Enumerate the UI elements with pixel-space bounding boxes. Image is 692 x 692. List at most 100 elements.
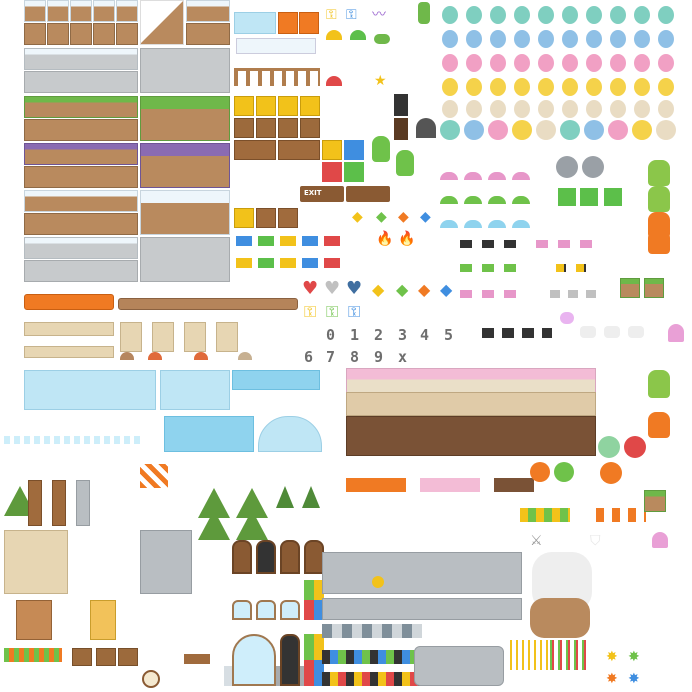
tile-snow-dirt bbox=[24, 0, 46, 22]
lock-block-blue[interactable] bbox=[344, 140, 364, 160]
tile-stone bbox=[24, 260, 138, 282]
alien-blue bbox=[634, 30, 650, 48]
crate[interactable] bbox=[256, 118, 276, 138]
tile-grass-slope bbox=[140, 96, 230, 141]
lock-block-red[interactable] bbox=[322, 162, 342, 182]
alien-pink bbox=[538, 54, 554, 72]
alien-blue bbox=[586, 30, 602, 48]
cactus-icon bbox=[418, 2, 430, 24]
door-wood[interactable] bbox=[304, 540, 324, 574]
alien-blue bbox=[514, 30, 530, 48]
fence bbox=[234, 68, 320, 86]
ghost-block bbox=[604, 326, 620, 338]
tile-snow-dirt bbox=[24, 190, 138, 212]
alien-beige bbox=[490, 100, 506, 118]
pillar-sand bbox=[120, 322, 142, 352]
snow-cloud bbox=[236, 38, 316, 54]
lock-block-yellow[interactable] bbox=[234, 96, 254, 116]
tree-icon bbox=[198, 510, 230, 540]
door-wood[interactable] bbox=[394, 118, 408, 140]
flag-icon bbox=[258, 236, 274, 246]
flag-icon bbox=[236, 258, 252, 268]
face-yellow bbox=[512, 120, 532, 140]
gem-icon: ◆ bbox=[420, 209, 431, 225]
lock-block-yellow[interactable] bbox=[256, 96, 276, 116]
lock-block-yellow[interactable] bbox=[300, 96, 320, 116]
metal-panel bbox=[322, 552, 522, 594]
wood-door-frame bbox=[16, 600, 52, 640]
button-red[interactable] bbox=[326, 76, 342, 86]
crate[interactable] bbox=[300, 118, 320, 138]
crate[interactable] bbox=[234, 118, 254, 138]
window bbox=[256, 600, 276, 620]
tile-snow-dirt bbox=[70, 0, 92, 22]
ghost-block bbox=[628, 326, 644, 338]
stained-glass-window bbox=[304, 634, 324, 686]
alien-pink bbox=[562, 54, 578, 72]
door-wood[interactable] bbox=[280, 540, 300, 574]
gem-icon: ◆ bbox=[376, 209, 387, 225]
alien-yellow bbox=[442, 78, 458, 96]
block-grass-face bbox=[644, 278, 664, 298]
alien-yellow bbox=[634, 78, 650, 96]
mushroom-icon bbox=[238, 352, 252, 360]
tile-chocolate bbox=[346, 416, 596, 456]
flower-strip bbox=[4, 648, 62, 662]
bush bbox=[374, 34, 390, 44]
crate[interactable] bbox=[118, 648, 138, 666]
cake-slice bbox=[346, 478, 406, 492]
candy-row bbox=[520, 508, 570, 522]
crate[interactable] bbox=[96, 648, 116, 666]
rope-lines bbox=[550, 640, 590, 670]
gem-icon: ◆ bbox=[440, 280, 453, 299]
character-orange bbox=[648, 412, 670, 438]
dirt-cloud bbox=[530, 598, 590, 638]
window bbox=[280, 600, 300, 620]
tile-ice bbox=[234, 12, 276, 34]
exit-sign-icon: EXIT bbox=[300, 186, 344, 202]
crate[interactable] bbox=[278, 140, 320, 160]
digit-glyph: 2 bbox=[374, 326, 384, 344]
door-dark[interactable] bbox=[394, 94, 408, 116]
alien-beige bbox=[562, 100, 578, 118]
alien-blue bbox=[562, 30, 578, 48]
alien-yellow bbox=[538, 78, 554, 96]
digit-glyph: 7 bbox=[326, 348, 336, 366]
slime-pink bbox=[464, 172, 482, 180]
pillar-sand bbox=[152, 322, 174, 352]
lock-block-green[interactable] bbox=[344, 162, 364, 182]
alien-beige bbox=[610, 100, 626, 118]
door-wood[interactable] bbox=[232, 540, 252, 574]
sand-block bbox=[4, 530, 68, 594]
crate[interactable] bbox=[278, 118, 298, 138]
flag-icon bbox=[280, 236, 296, 246]
lollipop-icon bbox=[624, 436, 646, 458]
lock-block-yellow[interactable] bbox=[322, 140, 342, 160]
tile-snow-stone bbox=[24, 48, 138, 70]
switches[interactable] bbox=[322, 672, 422, 686]
switches[interactable] bbox=[322, 650, 422, 664]
mushroom-icon bbox=[120, 352, 134, 360]
door-dark[interactable] bbox=[256, 540, 276, 574]
tile-dirt bbox=[70, 23, 92, 45]
alien-teal bbox=[490, 6, 506, 24]
key-icon: ⚿ bbox=[304, 302, 317, 321]
key-icon: ⚿ bbox=[348, 302, 361, 321]
crate-x[interactable] bbox=[234, 140, 276, 160]
digit-glyph: 6 bbox=[304, 348, 314, 366]
character-green bbox=[372, 136, 390, 162]
cake-slice bbox=[494, 478, 534, 492]
crate[interactable] bbox=[72, 648, 92, 666]
key-icon: ⚿ bbox=[326, 302, 339, 321]
alien-teal bbox=[634, 6, 650, 24]
button-yellow[interactable] bbox=[326, 30, 342, 40]
door-dark[interactable] bbox=[280, 634, 300, 686]
spikes bbox=[322, 624, 422, 638]
window bbox=[232, 600, 252, 620]
lock-block-yellow[interactable] bbox=[278, 96, 298, 116]
warning-sign-icon bbox=[278, 208, 298, 228]
mushroom-icon bbox=[194, 352, 208, 360]
tile-stone-slope bbox=[140, 237, 230, 282]
button-green[interactable] bbox=[350, 30, 366, 40]
alien-teal bbox=[610, 6, 626, 24]
